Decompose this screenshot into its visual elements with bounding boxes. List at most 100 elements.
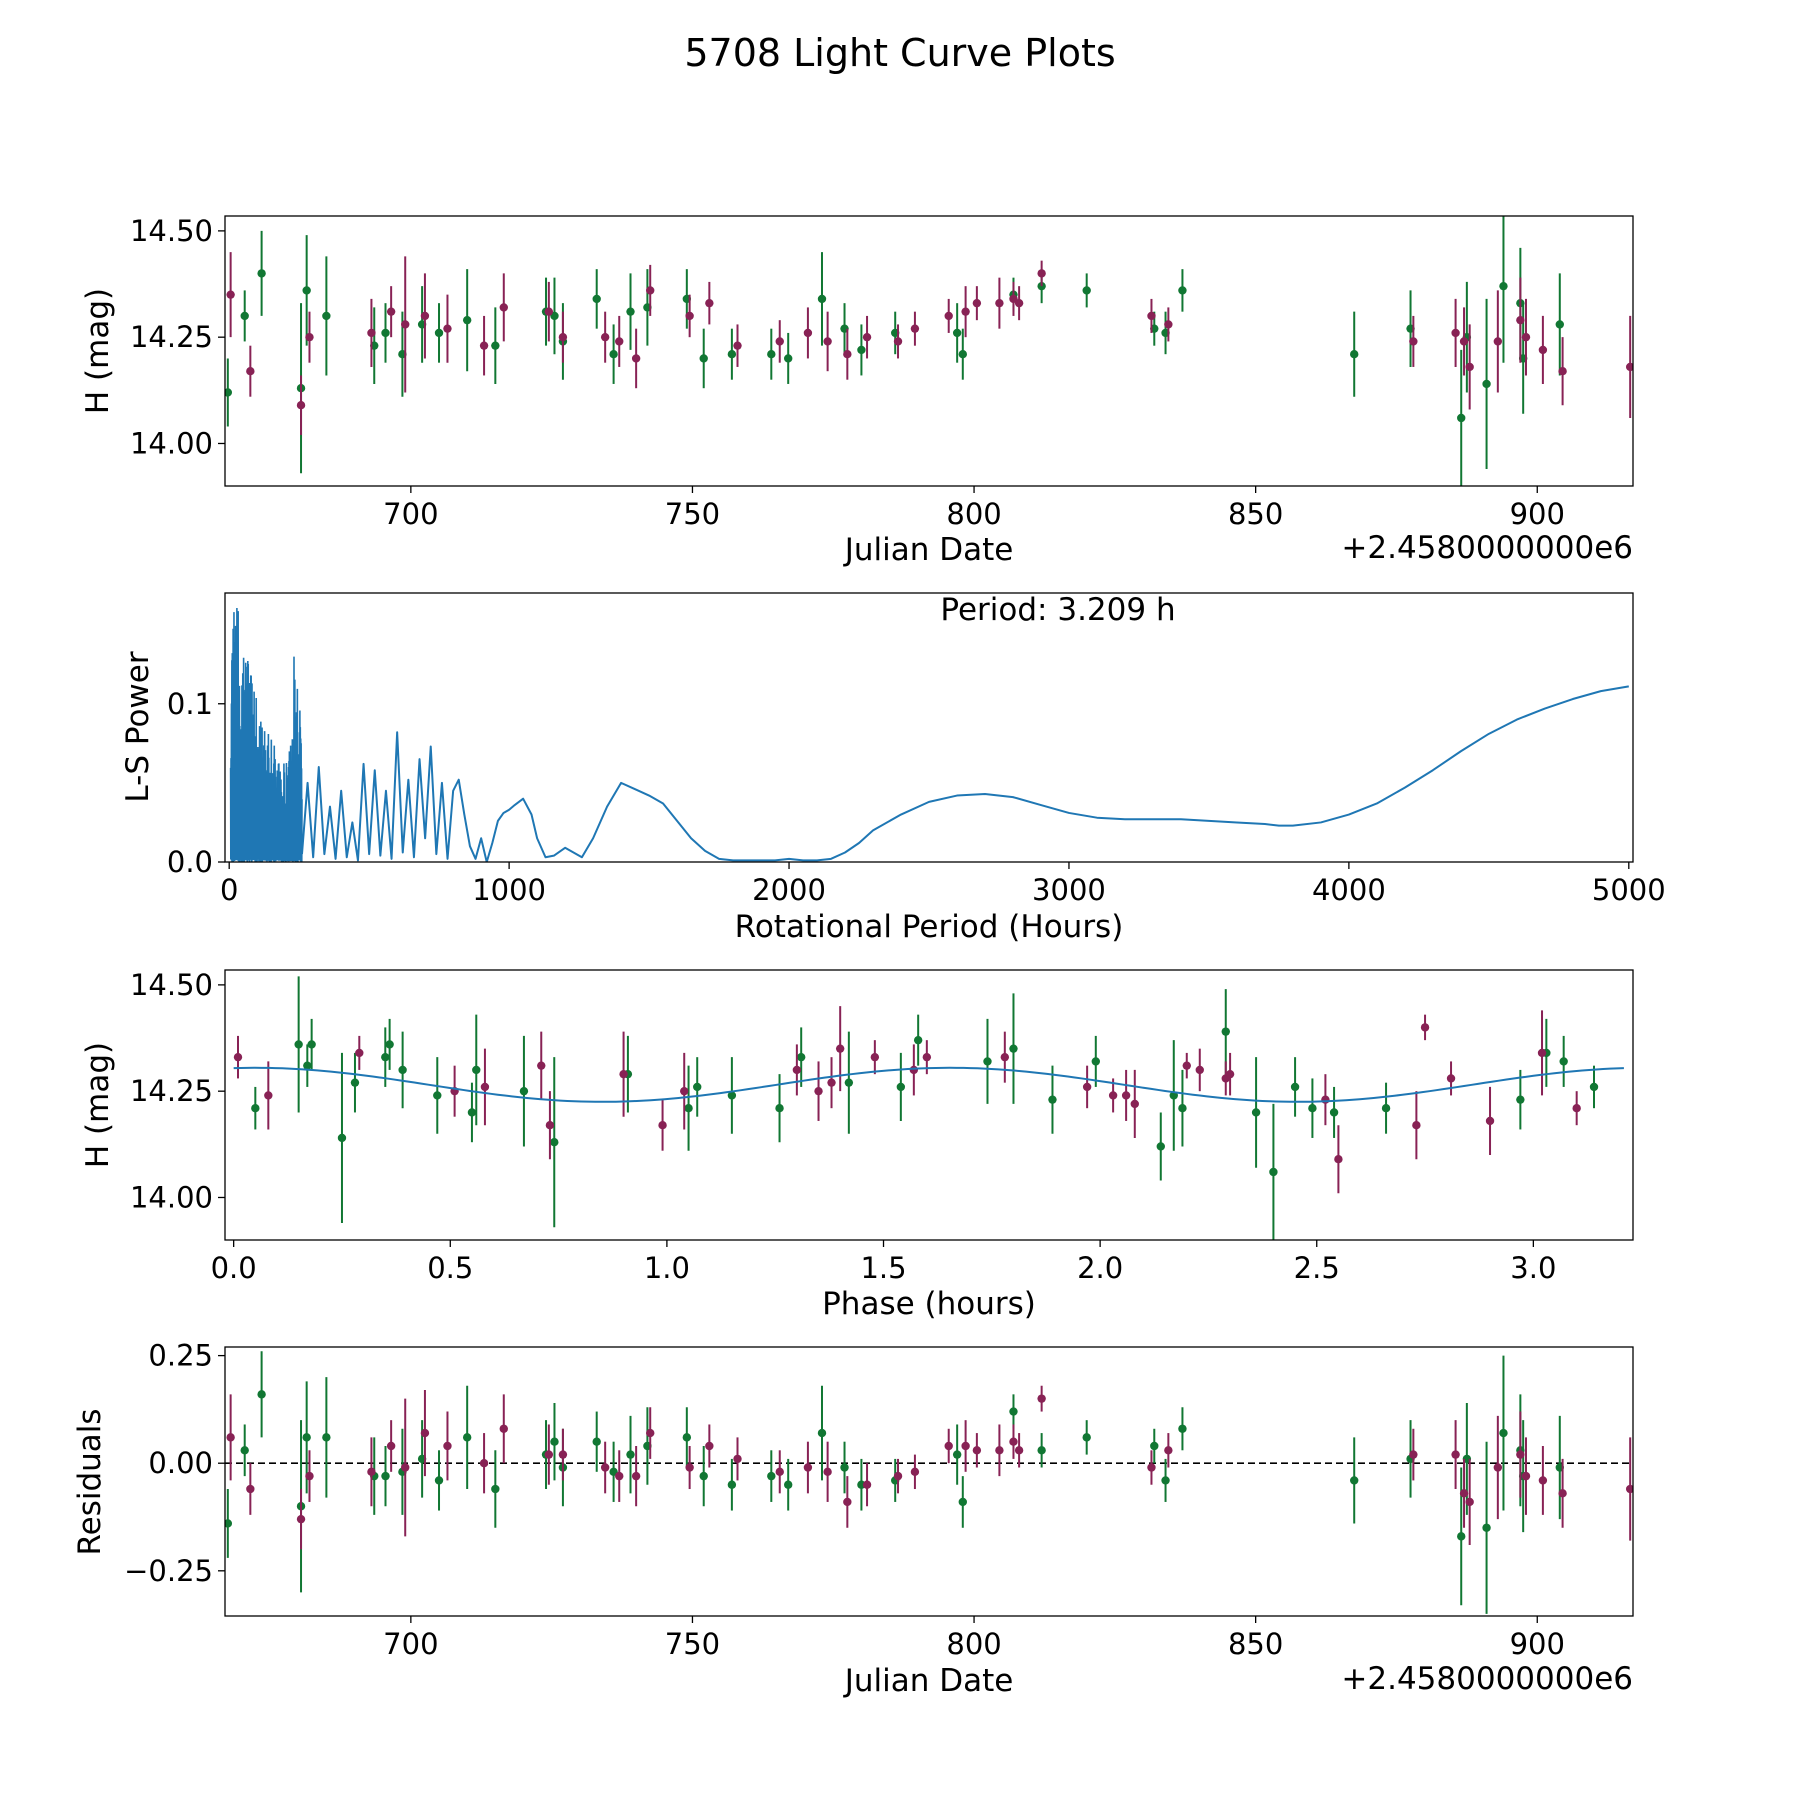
residuals-offset-text: +2.4580000000e6 [1341,1661,1633,1697]
residuals-point-green [1457,1532,1466,1541]
phased-point-green [1178,1103,1187,1113]
residuals-point-purple [1493,1463,1503,1472]
residuals-point-purple [1147,1463,1156,1472]
residuals-ylabel: Residuals [72,1408,108,1555]
phased-point-purple [545,1120,555,1130]
phased-point-purple [1000,1052,1010,1062]
residuals-point-green [257,1390,266,1399]
periodogram-xlabel: Rotational Period (Hours) [735,909,1124,945]
lightcurve-point-purple [995,298,1004,308]
phased-point-purple [480,1082,490,1092]
lightcurve-point-purple [1465,362,1474,372]
residuals-point-purple [479,1459,489,1468]
lightcurve-xtick-label: 800 [946,497,1001,531]
phased-point-green [251,1103,260,1113]
lightcurve-point-purple [775,337,784,346]
phased-point-purple [1121,1091,1131,1100]
lightcurve-point-purple [972,298,982,308]
lightcurve-point-purple [296,401,306,410]
lightcurve-point-green [592,294,601,304]
phased-point-green [1156,1142,1165,1151]
residuals-xtick-label: 700 [383,1627,438,1661]
lightcurve-point-purple [1521,332,1531,342]
residuals-ytick-label: −0.25 [124,1554,213,1588]
residuals-point-purple [401,1463,410,1472]
residuals-point-green [1037,1446,1046,1455]
phased-clip-group [233,976,1624,1240]
residuals-point-green [462,1433,472,1442]
residuals-point-green [767,1471,776,1481]
residuals-point-purple [1516,1450,1525,1459]
lightcurve-point-purple [631,354,641,363]
lightcurve-point-green [240,311,249,321]
phased-point-purple [658,1120,667,1130]
residuals-point-purple [544,1450,554,1459]
periodogram-xtick-label: 5000 [1592,873,1666,907]
phased-point-green [385,1040,394,1049]
residuals-point-purple [246,1484,255,1494]
residuals-point-purple [1037,1394,1046,1403]
phased-point-purple [1446,1074,1456,1083]
lightcurve-point-purple [685,311,694,321]
residuals-point-green [840,1463,849,1472]
lightcurve-panel: 700 750 800 850 900 14.50 14.25 14.00 Julian Da… [80,214,1634,568]
lightcurve-point-purple [961,307,970,316]
residuals-point-purple [843,1497,852,1507]
residuals-point-green [784,1480,793,1489]
periodogram-axes-frame [224,592,1634,863]
phased-point-green [1559,1057,1568,1066]
residuals-plot-area [225,1351,1633,1614]
residuals-point-green [550,1437,559,1446]
residuals-point-purple [615,1471,624,1481]
lightcurve-point-purple [862,332,872,342]
phased-point-purple [1420,1023,1430,1032]
phased-axes-frame [224,969,1634,1241]
lightcurve-point-purple [367,328,376,338]
phased-point-green [1221,1027,1230,1036]
lightcurve-point-purple [823,337,832,346]
lightcurve-point-purple [246,366,255,376]
residuals-point-purple [910,1467,920,1477]
residuals-xtick-label: 750 [665,1627,720,1661]
residuals-point-green [434,1476,444,1485]
lightcurve-point-purple [910,324,920,333]
lightcurve-point-green [491,341,500,350]
residuals-point-purple [305,1471,314,1481]
residuals-point-green [626,1450,635,1459]
residuals-point-purple [296,1514,306,1524]
lightcurve-point-purple [226,290,235,299]
phased-xtick-label: 1.5 [860,1251,906,1285]
phased-point-green [1269,1167,1278,1177]
lightcurve-xtick-label: 750 [665,497,720,531]
residuals-point-green [682,1433,692,1442]
lightcurve-point-green [767,349,776,359]
lightcurve-point-green [302,286,311,295]
phased-point-green [550,1138,559,1147]
periodogram-xtick-label: 2000 [752,873,826,907]
lightcurve-ticks: 700 750 800 850 900 14.50 14.25 14.00 [130,214,1565,531]
residuals-point-green [699,1471,708,1481]
lightcurve-point-purple [1625,362,1633,372]
lightcurve-point-purple [1558,366,1567,376]
residuals-point-purple [972,1446,982,1455]
phased-point-purple [1130,1099,1139,1109]
residuals-xlabel: Julian Date [843,1663,1014,1699]
residuals-point-green [1150,1441,1159,1451]
lightcurve-point-green [381,328,390,338]
residuals-point-purple [1465,1497,1474,1507]
phased-point-green [844,1078,854,1087]
residuals-point-green [302,1433,311,1442]
residuals-point-purple [1009,1437,1018,1446]
lightcurve-point-purple [600,332,610,342]
lightcurve-point-purple [705,298,714,308]
lightcurve-point-green [609,349,618,359]
phased-point-green [1251,1108,1261,1117]
lightcurve-point-green [784,354,793,363]
lightcurve-point-purple [1516,315,1525,325]
lightcurve-point-green [817,294,827,304]
phased-point-green [796,1052,806,1062]
lightcurve-point-green [257,269,266,278]
phased-point-green [684,1103,693,1113]
residuals-panel: 700 750 800 850 900 0.25 0.00 −0.25 Julian Date… [72,1339,1634,1699]
